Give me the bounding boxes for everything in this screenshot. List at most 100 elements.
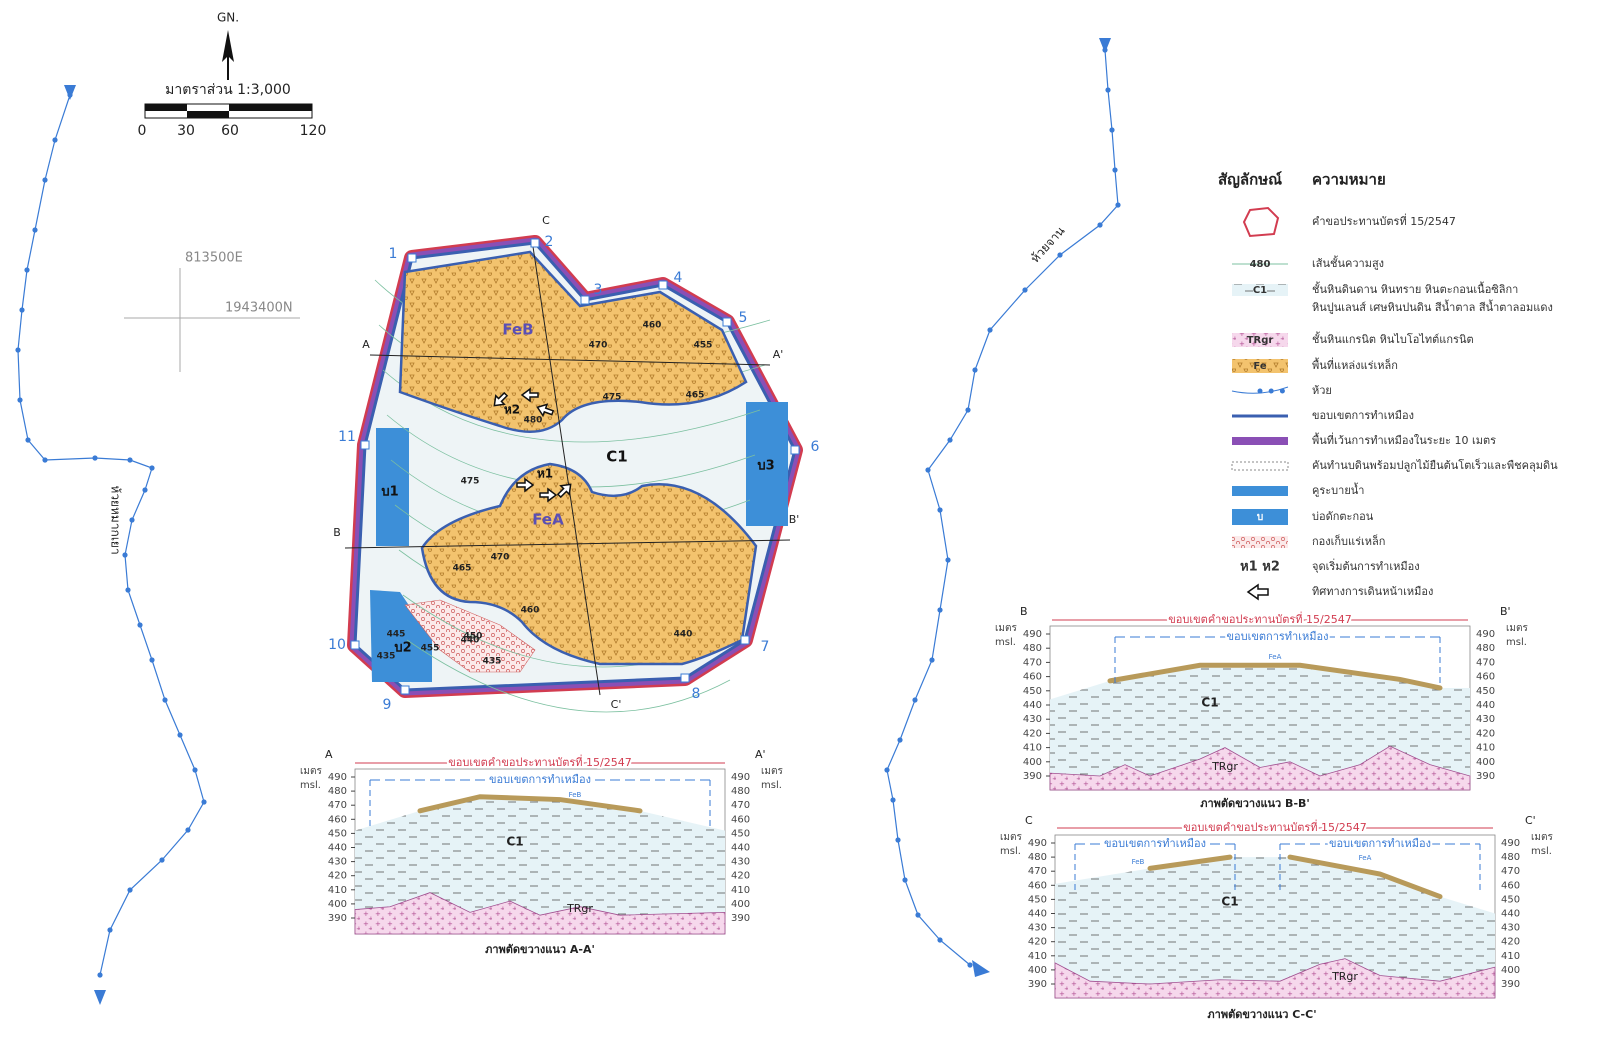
y-tick-label: 490 xyxy=(1501,838,1520,849)
advance-arrow xyxy=(536,403,555,418)
scale-title: มาตราส่วน 1:3,000 xyxy=(165,82,291,98)
y-tick-label: 460 xyxy=(1023,672,1042,683)
stream-dot xyxy=(965,407,971,413)
zone-label: ห1 xyxy=(537,467,553,481)
lease-label: ขอบเขตคำขอประทานบัตรที่ 15/2547 xyxy=(448,754,631,769)
y-tick-label: 470 xyxy=(328,800,347,811)
stream-dot xyxy=(92,455,98,461)
legend-label: พื้นที่เว้นการทำเหมืองในระยะ 10 เมตร xyxy=(1312,432,1496,447)
stream-dot xyxy=(947,437,953,443)
legend-symbol xyxy=(1232,437,1288,445)
corner-label: 7 xyxy=(761,639,770,655)
stream-dot xyxy=(937,607,943,613)
mine-label: ขอบเขตการทำเหมือง xyxy=(1329,837,1431,850)
y-tick-label: 390 xyxy=(1023,771,1042,782)
rock-label: TRgr xyxy=(1331,970,1358,983)
legend-label: ชั้นหินดินดาน หินทราย หินตะกอนเนื้อซิลิก… xyxy=(1312,281,1518,296)
rock-label: C1 xyxy=(1221,895,1238,909)
contour-label: 465 xyxy=(453,564,472,574)
stream-label: ห้วยจาน xyxy=(1028,224,1068,266)
y-tick-label: 420 xyxy=(328,871,347,882)
stream-dot xyxy=(201,799,207,805)
legend-symbol-text: 480 xyxy=(1250,259,1271,270)
stream-dot xyxy=(937,507,943,513)
legend-label: กองเก็บแร่เหล็ก xyxy=(1312,534,1385,548)
corner-label: 5 xyxy=(739,310,748,326)
stream-dot xyxy=(25,437,31,443)
ore-layer xyxy=(417,794,643,814)
legend-symbol xyxy=(1279,388,1285,394)
contour-line xyxy=(406,639,731,713)
unit-label: เมตร xyxy=(1506,623,1529,634)
legend-symbol-text: Fe xyxy=(1253,361,1266,372)
y-tick-label: 460 xyxy=(328,814,347,825)
y-tick-label: 390 xyxy=(731,913,750,924)
y-tick-label: 450 xyxy=(328,828,347,839)
legend-symbol xyxy=(1268,388,1274,394)
zone-label: FeA xyxy=(532,511,564,529)
stream-dot xyxy=(1022,287,1028,293)
y-tick-label: 440 xyxy=(328,843,347,854)
corner-marker xyxy=(658,280,668,290)
corner-label: 3 xyxy=(594,282,603,298)
stream-dot xyxy=(1112,167,1118,173)
legend-symbol-text: TRgr xyxy=(1247,335,1274,346)
zone-label: บ2 xyxy=(394,641,411,656)
legend-label: ชั้นหินแกรนิต หินไบโอไทต์แกรนิต xyxy=(1312,331,1474,346)
stream-dot xyxy=(107,927,113,933)
corner-label: 4 xyxy=(674,270,683,286)
y-tick-label: 390 xyxy=(328,913,347,924)
ore-layer xyxy=(1287,854,1443,900)
rock-label: C1 xyxy=(1201,696,1218,710)
stream-dot xyxy=(912,697,918,703)
stream-dot xyxy=(1115,202,1121,208)
drain xyxy=(376,428,409,546)
section-line xyxy=(344,539,791,549)
legend-symbol xyxy=(1232,536,1288,548)
c1-layer xyxy=(355,796,725,934)
stream-dot xyxy=(149,657,155,663)
stream-dot xyxy=(52,137,58,143)
y-tick-label: 460 xyxy=(1476,672,1495,683)
ore-label: FeA xyxy=(1359,854,1372,862)
corner-marker xyxy=(407,253,417,263)
c1-layer xyxy=(1055,857,1495,998)
unit-label: msl. xyxy=(1531,846,1552,857)
y-tick-label: 390 xyxy=(1476,771,1495,782)
y-tick-label: 390 xyxy=(1028,979,1047,990)
stream-arrow xyxy=(64,85,76,100)
y-tick-label: 490 xyxy=(1023,629,1042,640)
stream-left xyxy=(17,94,205,976)
y-tick-label: 470 xyxy=(1501,866,1520,877)
stream-dot xyxy=(42,457,48,463)
stream-dot xyxy=(19,307,25,313)
section-end-label: B' xyxy=(789,513,800,526)
legend-header: ความหมาย xyxy=(1312,171,1386,189)
unit-label: เมตร xyxy=(300,766,323,777)
ore-label: FeB xyxy=(1132,858,1145,866)
unit-label: msl. xyxy=(1506,637,1527,648)
stream-dot xyxy=(192,767,198,773)
lease-label: ขอบเขตคำขอประทานบัตรที่ 15/2547 xyxy=(1183,819,1366,834)
rock-label: TRgr xyxy=(1211,760,1238,773)
legend-symbol xyxy=(1232,284,1288,296)
legend-label: ทิศทางการเดินหน้าเหมือง xyxy=(1312,585,1433,598)
corner-marker xyxy=(530,238,540,248)
unit-label: msl. xyxy=(761,780,782,791)
corner-label: 8 xyxy=(692,686,701,702)
scale-tick: 60 xyxy=(221,123,239,139)
stream-dot xyxy=(177,732,183,738)
stream-dot xyxy=(125,587,131,593)
stream-dot xyxy=(24,267,30,273)
stream-dot xyxy=(937,937,943,943)
legend-header: สัญลักษณ์ xyxy=(1218,171,1282,189)
section-title: ภาพตัดขวางแนว B-B' xyxy=(1200,797,1310,810)
y-tick-label: 400 xyxy=(1028,965,1047,976)
legend-symbol-text: บ xyxy=(1257,512,1263,523)
stream-dot xyxy=(915,912,921,918)
scale-tick: 0 xyxy=(138,123,147,139)
y-tick-label: 430 xyxy=(1476,714,1495,725)
stream-dot xyxy=(902,877,908,883)
advance-arrow xyxy=(493,391,509,407)
y-tick-label: 440 xyxy=(1476,700,1495,711)
